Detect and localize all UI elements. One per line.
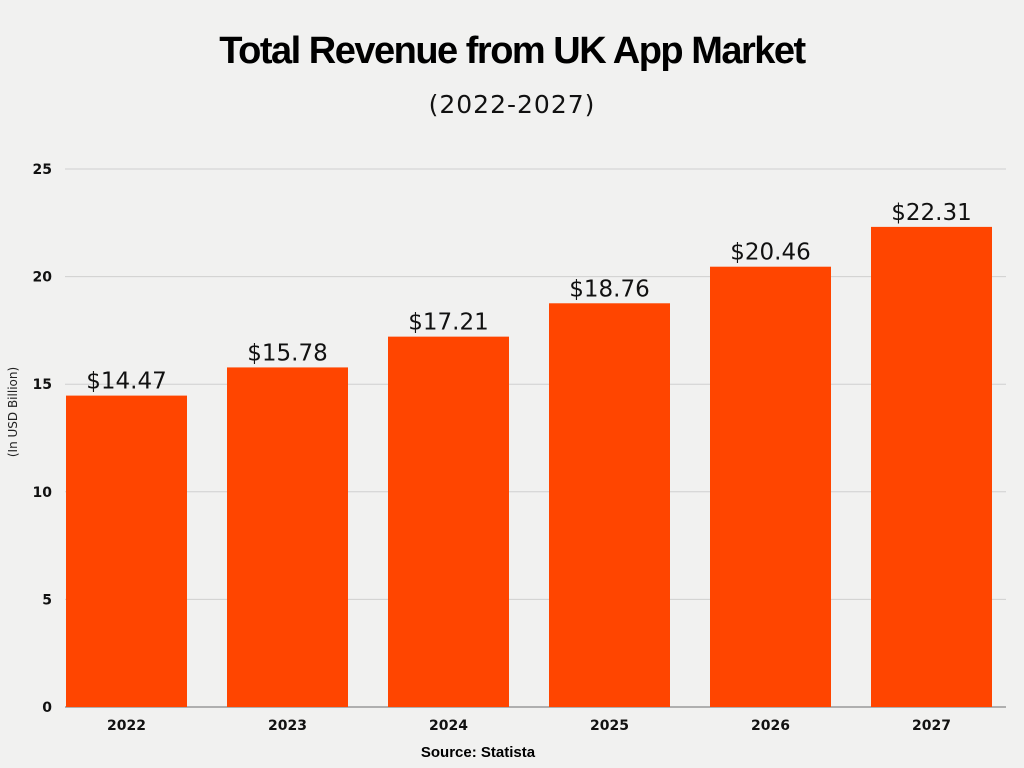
x-tick-label-2023: 2023: [268, 718, 307, 734]
y-tick-label: 15: [33, 377, 52, 393]
chart-title: Total Revenue from UK App Market: [219, 30, 806, 72]
source-note: Source: Statista: [0, 744, 1024, 761]
chart-subtitle: (2022-2027): [428, 90, 596, 119]
data-label-2023: $15.78: [247, 340, 327, 366]
bar-2026: [710, 266, 831, 707]
x-tick-label-2024: 2024: [429, 718, 468, 734]
x-tick-label-2027: 2027: [912, 718, 951, 734]
bar-2024: [388, 336, 509, 707]
source-text: Source: Statista: [420, 744, 536, 761]
x-tick-label-2026: 2026: [751, 718, 790, 734]
bar-2027: [871, 226, 992, 707]
data-label-2022: $14.47: [86, 369, 166, 395]
bar-2025: [549, 303, 670, 707]
y-tick-label: 10: [33, 485, 53, 501]
data-label-2026: $20.46: [730, 240, 810, 266]
x-tick-label-2022: 2022: [107, 718, 146, 734]
y-axis-label: (In USD Billion): [6, 367, 20, 457]
y-tick-label: 5: [42, 592, 52, 608]
x-tick-label-2025: 2025: [590, 718, 629, 734]
bar-2023: [227, 367, 348, 707]
bar-2022: [66, 395, 187, 707]
y-tick-label: 0: [42, 700, 52, 716]
y-tick-label: 20: [33, 270, 53, 286]
data-label-2025: $18.76: [569, 276, 649, 302]
data-label-2024: $17.21: [408, 310, 488, 336]
y-tick-label: 25: [33, 162, 52, 178]
data-label-2027: $22.31: [891, 200, 971, 226]
